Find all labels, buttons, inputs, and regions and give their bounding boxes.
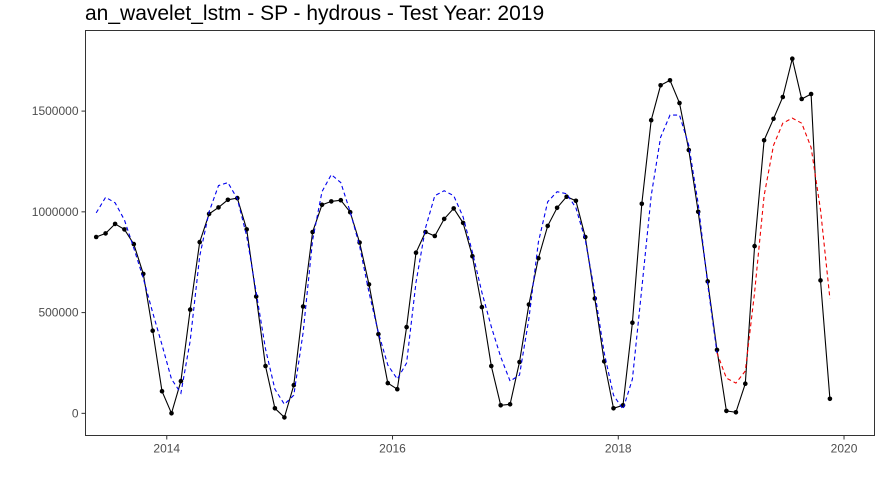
data-point-observed-75 bbox=[799, 96, 804, 102]
series-line-observed bbox=[96, 58, 831, 419]
data-point-observed-23 bbox=[310, 229, 315, 235]
data-point-observed-9 bbox=[178, 378, 184, 384]
data-point-observed-19 bbox=[272, 406, 278, 411]
data-point-observed-66 bbox=[714, 347, 720, 353]
data-point-observed-59 bbox=[648, 117, 654, 123]
data-point-observed-43 bbox=[498, 403, 504, 408]
data-point-observed-2 bbox=[112, 221, 118, 227]
data-point-observed-3 bbox=[122, 227, 127, 232]
chart-title: an_wavelet_lstm - SP - hydrous - Test Ye… bbox=[85, 2, 545, 25]
data-point-observed-71 bbox=[761, 138, 767, 143]
series-line-fitted bbox=[95, 114, 718, 411]
data-point-observed-76 bbox=[808, 91, 814, 97]
data-point-observed-36 bbox=[432, 233, 438, 239]
series-fitted bbox=[95, 114, 718, 411]
data-point-observed-11 bbox=[197, 239, 202, 245]
data-point-observed-42 bbox=[489, 363, 494, 369]
data-point-observed-6 bbox=[150, 328, 155, 334]
data-point-observed-45 bbox=[517, 359, 522, 365]
data-point-observed-44 bbox=[507, 402, 513, 407]
data-point-observed-60 bbox=[658, 83, 663, 88]
data-point-observed-58 bbox=[639, 201, 645, 207]
series-observed bbox=[93, 56, 833, 420]
data-point-observed-1 bbox=[103, 231, 108, 236]
y-tick-label-3: 1500000 bbox=[32, 104, 79, 118]
data-point-observed-0 bbox=[93, 234, 99, 240]
data-point-observed-26 bbox=[338, 197, 344, 203]
data-point-observed-32 bbox=[395, 386, 400, 392]
series-line-forecast bbox=[716, 117, 831, 384]
data-point-observed-62 bbox=[677, 100, 682, 106]
data-point-observed-30 bbox=[376, 331, 381, 337]
data-point-observed-24 bbox=[319, 202, 325, 208]
data-point-observed-10 bbox=[187, 307, 193, 312]
data-point-observed-31 bbox=[385, 380, 391, 386]
data-point-observed-55 bbox=[611, 406, 616, 411]
x-tick-label-2: 2018 bbox=[605, 442, 632, 456]
y-tick-label-0: 0 bbox=[72, 406, 79, 420]
y-axis: 0 500000 1000000 1500000 bbox=[32, 104, 86, 420]
x-tick-label-0: 2014 bbox=[153, 442, 180, 456]
x-tick-label-1: 2016 bbox=[379, 442, 406, 456]
data-point-observed-27 bbox=[347, 209, 353, 215]
data-point-observed-37 bbox=[441, 216, 447, 222]
x-tick-label-3: 2020 bbox=[831, 442, 858, 456]
data-point-observed-77 bbox=[818, 278, 823, 283]
data-point-observed-8 bbox=[169, 411, 174, 416]
data-point-observed-17 bbox=[253, 294, 259, 299]
data-point-observed-35 bbox=[423, 229, 428, 235]
data-point-observed-34 bbox=[413, 250, 419, 255]
data-point-observed-61 bbox=[667, 78, 673, 83]
data-point-observed-57 bbox=[630, 320, 635, 326]
data-point-observed-69 bbox=[743, 381, 748, 387]
y-tick-label-1: 500000 bbox=[38, 306, 78, 320]
data-point-observed-22 bbox=[300, 304, 306, 309]
data-point-observed-67 bbox=[724, 408, 729, 414]
data-point-observed-13 bbox=[216, 205, 221, 210]
data-point-observed-49 bbox=[554, 205, 560, 211]
data-point-observed-41 bbox=[479, 304, 485, 310]
series-layer bbox=[93, 56, 833, 420]
data-point-observed-72 bbox=[771, 116, 776, 122]
data-point-observed-18 bbox=[263, 363, 268, 369]
data-point-observed-33 bbox=[404, 324, 409, 330]
data-point-observed-38 bbox=[451, 206, 457, 211]
data-point-observed-51 bbox=[573, 198, 579, 204]
data-point-observed-7 bbox=[159, 388, 165, 394]
data-point-observed-74 bbox=[790, 56, 795, 61]
data-point-observed-63 bbox=[686, 147, 692, 153]
data-point-observed-70 bbox=[752, 243, 757, 249]
data-point-observed-29 bbox=[366, 282, 372, 287]
data-point-observed-78 bbox=[827, 396, 833, 402]
data-point-observed-73 bbox=[780, 94, 786, 100]
series-forecast bbox=[716, 117, 831, 384]
data-point-observed-25 bbox=[329, 199, 334, 204]
plot-panel-border bbox=[85, 30, 875, 436]
y-tick-label-2: 1000000 bbox=[32, 205, 79, 219]
x-axis: 2014 2016 2018 2020 bbox=[153, 435, 858, 456]
data-point-observed-48 bbox=[545, 223, 550, 229]
data-point-observed-47 bbox=[536, 255, 541, 261]
data-point-observed-50 bbox=[564, 194, 569, 199]
data-point-observed-20 bbox=[282, 415, 287, 420]
data-point-observed-68 bbox=[733, 410, 739, 415]
data-point-observed-39 bbox=[460, 220, 466, 226]
data-point-observed-14 bbox=[225, 197, 231, 203]
